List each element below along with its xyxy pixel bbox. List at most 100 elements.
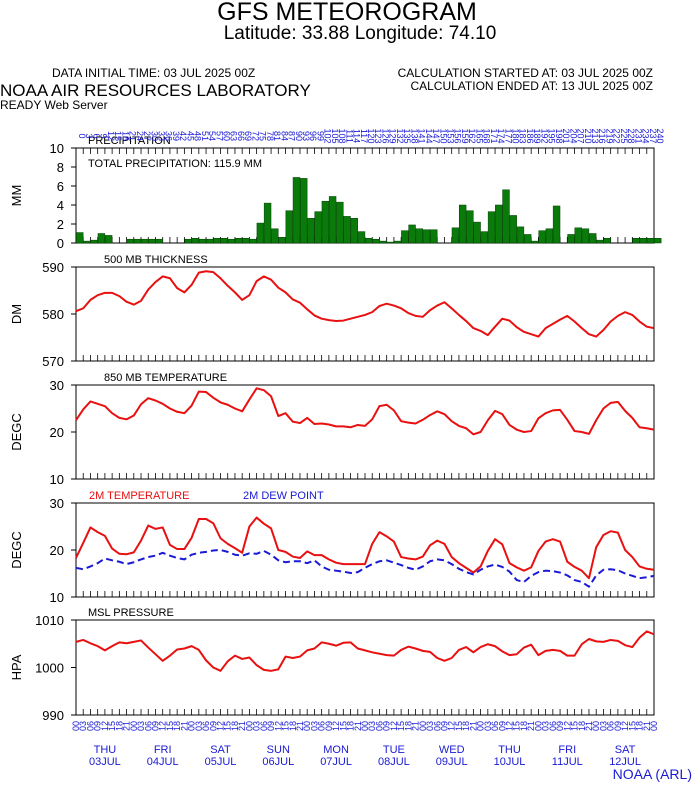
x-hour-label: 00 bbox=[360, 721, 370, 731]
day-weekday-label: THU bbox=[498, 744, 521, 756]
precip-bar bbox=[365, 238, 373, 244]
x-hour-label: 12 bbox=[100, 721, 110, 731]
day-date-label: 04JUL bbox=[147, 756, 179, 768]
top-axis-label: 57 bbox=[214, 131, 224, 141]
top-axis-label: 234 bbox=[641, 128, 651, 143]
top-axis-label: 111 bbox=[344, 129, 354, 143]
day-weekday-label: SUN bbox=[267, 744, 290, 756]
top-axis-label: 90 bbox=[294, 131, 304, 141]
top-axis-label: 78 bbox=[265, 131, 275, 141]
top-axis-label: 123 bbox=[373, 128, 383, 143]
x-hour-label: 21 bbox=[295, 721, 305, 731]
server-name: READY Web Server bbox=[0, 98, 108, 112]
top-axis-label: 0 bbox=[77, 133, 87, 138]
precip-bar bbox=[567, 234, 575, 244]
x-hour-label: 09 bbox=[150, 721, 160, 731]
panel-2 bbox=[71, 266, 655, 362]
top-axis-label: 195 bbox=[547, 128, 557, 143]
top-axis-label: 201 bbox=[561, 128, 571, 143]
precip-bar bbox=[350, 218, 358, 244]
y-tick-label: 20 bbox=[50, 543, 64, 558]
top-axis-label: 231 bbox=[633, 128, 643, 143]
x-hour-label: 09 bbox=[613, 721, 623, 731]
precip-bar bbox=[148, 238, 156, 244]
x-hour-label: 00 bbox=[244, 721, 254, 731]
day-date-label: 05JUL bbox=[205, 756, 237, 768]
panel-4 bbox=[71, 502, 655, 598]
y-tick-label: 30 bbox=[50, 378, 64, 393]
chart-title: GFS METEOROGRAM bbox=[217, 0, 477, 26]
x-hour-label: 03 bbox=[425, 721, 435, 731]
x-hour-label: 12 bbox=[562, 721, 572, 731]
top-axis-label: 60 bbox=[222, 131, 232, 141]
precip-bar bbox=[343, 216, 351, 244]
precip-bar bbox=[430, 229, 438, 244]
top-axis-label: 135 bbox=[402, 128, 412, 143]
top-axis-label: 87 bbox=[287, 131, 297, 141]
x-hour-label: 12 bbox=[620, 721, 630, 731]
precip-bar bbox=[191, 238, 200, 244]
y-tick-label: 590 bbox=[42, 260, 64, 275]
precip-bar bbox=[574, 227, 582, 244]
x-hour-label: 12 bbox=[273, 721, 283, 731]
top-axis-label: 228 bbox=[626, 128, 636, 143]
x-hour-label: 00 bbox=[71, 721, 81, 731]
top-axis-label: 27 bbox=[142, 131, 152, 141]
panel-frame bbox=[75, 502, 655, 598]
x-hour-label: 12 bbox=[158, 721, 168, 731]
precip-bar bbox=[256, 222, 265, 244]
top-axis-label: 21 bbox=[128, 131, 138, 141]
x-hour-label: 09 bbox=[382, 721, 392, 731]
x-hour-label: 09 bbox=[439, 721, 449, 731]
x-hour-label: 06 bbox=[143, 721, 153, 731]
y-axis-label: MM bbox=[9, 185, 24, 207]
precip-bar bbox=[141, 238, 149, 244]
y-tick-label: 4 bbox=[57, 198, 64, 213]
x-hour-label: 21 bbox=[179, 721, 189, 731]
precip-bar bbox=[408, 224, 416, 244]
x-hour-label: 15 bbox=[107, 721, 117, 731]
precip-bar bbox=[480, 231, 489, 244]
top-axis-label: 75 bbox=[258, 131, 268, 141]
x-hour-label: 03 bbox=[541, 721, 551, 731]
precip-bar bbox=[314, 211, 322, 244]
x-hour-label: 21 bbox=[411, 721, 421, 731]
precip-bar bbox=[227, 238, 236, 244]
precip-bar bbox=[596, 239, 604, 244]
precip-bar bbox=[531, 240, 539, 244]
legend-2m-temperature: 2M TEMPERATURE bbox=[89, 490, 189, 502]
y-tick-label: 10 bbox=[50, 472, 64, 487]
top-axis-label: 114 bbox=[352, 129, 362, 143]
panel-title: PRECIPITATION bbox=[88, 135, 171, 147]
top-axis-label: 225 bbox=[619, 128, 629, 143]
top-axis-label: 222 bbox=[612, 128, 622, 143]
top-axis-label: 24 bbox=[135, 131, 145, 141]
top-axis-label: 126 bbox=[380, 128, 390, 143]
x-hour-label: 21 bbox=[584, 721, 594, 731]
precip-bar bbox=[126, 238, 134, 244]
precip-bar bbox=[307, 218, 315, 244]
x-hour-label: 00 bbox=[129, 721, 139, 731]
x-hour-label: 18 bbox=[577, 721, 587, 731]
y-tick-label: 30 bbox=[50, 496, 64, 511]
precip-bar bbox=[487, 211, 496, 244]
y-axis-label: HPA bbox=[9, 654, 24, 680]
panel-frame bbox=[75, 384, 655, 480]
top-axis-label: 84 bbox=[279, 131, 289, 141]
precip-bar bbox=[285, 210, 293, 244]
x-hour-label: 21 bbox=[237, 721, 247, 731]
top-axis-label: 180 bbox=[511, 128, 521, 143]
precip-bar bbox=[386, 241, 395, 244]
y-axis-label: DEGC bbox=[9, 531, 24, 569]
top-axis-label: 72 bbox=[250, 131, 260, 141]
top-axis-label: 9 bbox=[99, 133, 109, 138]
x-hour-label: 09 bbox=[555, 721, 565, 731]
x-hour-label: 03 bbox=[194, 721, 204, 731]
day-date-label: 09JUL bbox=[436, 756, 468, 768]
x-hour-label: 06 bbox=[548, 721, 558, 731]
precip-bar bbox=[328, 196, 337, 244]
y-tick-label: 1000 bbox=[35, 661, 64, 676]
precip-bar bbox=[401, 230, 409, 244]
precip-bar bbox=[206, 238, 214, 244]
